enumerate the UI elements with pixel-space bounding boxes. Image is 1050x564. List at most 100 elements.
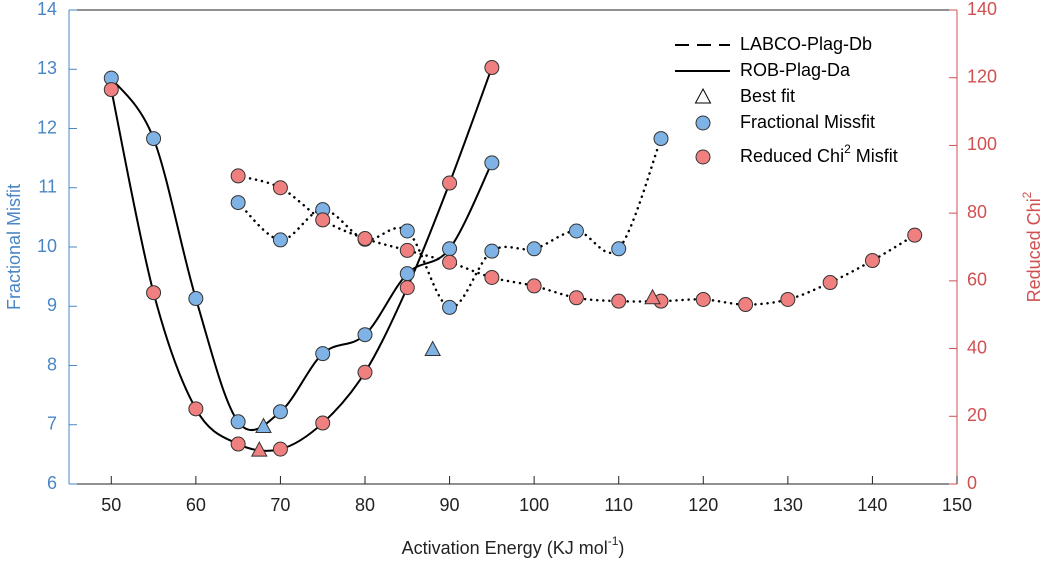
x-tick-label: 140 xyxy=(857,495,887,515)
y2-tick-label: 20 xyxy=(967,405,987,425)
legend-symbol xyxy=(694,87,712,104)
data-point xyxy=(738,297,754,313)
data-point xyxy=(822,275,838,291)
data-point xyxy=(315,346,331,362)
data-point xyxy=(907,227,923,243)
data-point xyxy=(442,299,458,315)
data-point xyxy=(272,180,288,196)
y2-tick-label: 0 xyxy=(967,473,977,493)
x-axis-label-part: ) xyxy=(618,538,624,558)
x-tick-label: 120 xyxy=(688,495,718,515)
data-point xyxy=(484,60,500,76)
y-tick-label: 11 xyxy=(38,177,57,197)
data-point xyxy=(146,131,162,147)
y-tick-label: 13 xyxy=(37,58,57,78)
best-fit-marker xyxy=(424,340,441,357)
legend-label-part: Fractional Missfit xyxy=(740,112,875,132)
y-tick-label: 10 xyxy=(37,236,57,256)
x-tick-label: 130 xyxy=(773,495,803,515)
data-point xyxy=(568,223,584,239)
series-line xyxy=(110,77,493,432)
data-point xyxy=(357,327,373,343)
data-point xyxy=(230,414,246,430)
data-point xyxy=(442,241,458,257)
data-point xyxy=(230,436,246,452)
y2-tick-label: 40 xyxy=(967,337,987,357)
data-point xyxy=(484,269,500,285)
y-tick-label: 8 xyxy=(47,354,57,374)
y2-axis-label: Reduced Chi2 xyxy=(1020,191,1044,302)
best-fit-marker xyxy=(250,441,268,457)
data-point xyxy=(399,223,415,239)
x-tick-label: 50 xyxy=(101,495,121,515)
y-axis-label: Fractional Misfit xyxy=(4,184,24,310)
legend-label-part: ROB-Plag-Da xyxy=(740,60,851,80)
y-tick-label: 6 xyxy=(47,473,57,493)
data-point xyxy=(357,364,373,380)
legend-label: Fractional Missfit xyxy=(740,112,875,132)
data-point xyxy=(103,82,119,98)
data-point xyxy=(526,278,542,294)
y2-tick-label: 80 xyxy=(967,202,987,222)
data-point xyxy=(568,290,584,306)
data-point xyxy=(484,155,500,171)
legend-label: Reduced Chi2 Misfit xyxy=(740,142,898,166)
data-point xyxy=(399,266,415,282)
x-tick-label: 100 xyxy=(519,495,549,515)
y-tick-label: 12 xyxy=(37,117,57,137)
y2-axis-label-part: Reduced Chi xyxy=(1024,198,1044,302)
x-axis-label-part: -1 xyxy=(608,534,619,548)
legend-label: Best fit xyxy=(740,86,795,106)
data-point xyxy=(611,241,627,257)
legend-label-part: Reduced Chi xyxy=(740,146,844,166)
data-point xyxy=(272,441,288,457)
data-point xyxy=(315,212,331,228)
data-point xyxy=(272,404,288,420)
y2-tick-label: 100 xyxy=(967,134,997,154)
best-fit-marker xyxy=(255,417,272,434)
legend-label: ROB-Plag-Da xyxy=(740,60,851,80)
y2-tick-label: 140 xyxy=(967,0,997,19)
data-point xyxy=(399,280,415,296)
x-tick-label: 150 xyxy=(942,495,972,515)
legend-label-part: Best fit xyxy=(740,86,795,106)
legend-label-part: Misfit xyxy=(851,146,898,166)
data-point xyxy=(484,243,500,259)
series-line xyxy=(236,174,916,306)
data-point xyxy=(272,232,288,248)
y2-tick-label: 60 xyxy=(967,270,987,290)
data-point xyxy=(230,168,246,184)
legend-label-part: 2 xyxy=(844,142,851,156)
x-tick-label: 90 xyxy=(440,495,460,515)
data-point xyxy=(188,401,204,417)
data-point xyxy=(864,253,880,269)
x-tick-label: 80 xyxy=(355,495,375,515)
x-tick-label: 110 xyxy=(604,495,633,515)
x-tick-label: 70 xyxy=(270,495,290,515)
data-point xyxy=(146,285,162,301)
y2-tick-label: 120 xyxy=(967,66,997,86)
data-point xyxy=(399,242,415,258)
data-point xyxy=(315,415,331,431)
x-tick-label: 60 xyxy=(186,495,206,515)
x-axis-label: Activation Energy (KJ mol-1) xyxy=(402,534,625,558)
data-point xyxy=(611,293,627,309)
y-axis-label-part: Fractional Misfit xyxy=(4,184,24,310)
data-point xyxy=(230,195,246,211)
best-fit-marker xyxy=(644,288,661,305)
y-tick-label: 14 xyxy=(37,0,57,19)
data-point xyxy=(357,231,373,247)
x-axis-label-part: Activation Energy (KJ mol xyxy=(402,538,608,558)
data-point xyxy=(695,291,711,307)
data-point xyxy=(442,175,458,191)
legend-label: LABCO-Plag-Db xyxy=(740,34,872,54)
data-point xyxy=(188,291,204,307)
legend-symbol xyxy=(695,149,711,165)
data-point xyxy=(526,241,542,257)
y-tick-label: 7 xyxy=(47,414,57,434)
series-line xyxy=(110,67,493,452)
legend-label-part: LABCO-Plag-Db xyxy=(740,34,872,54)
series-line xyxy=(236,137,663,309)
y2-axis-label-part: 2 xyxy=(1020,191,1034,198)
